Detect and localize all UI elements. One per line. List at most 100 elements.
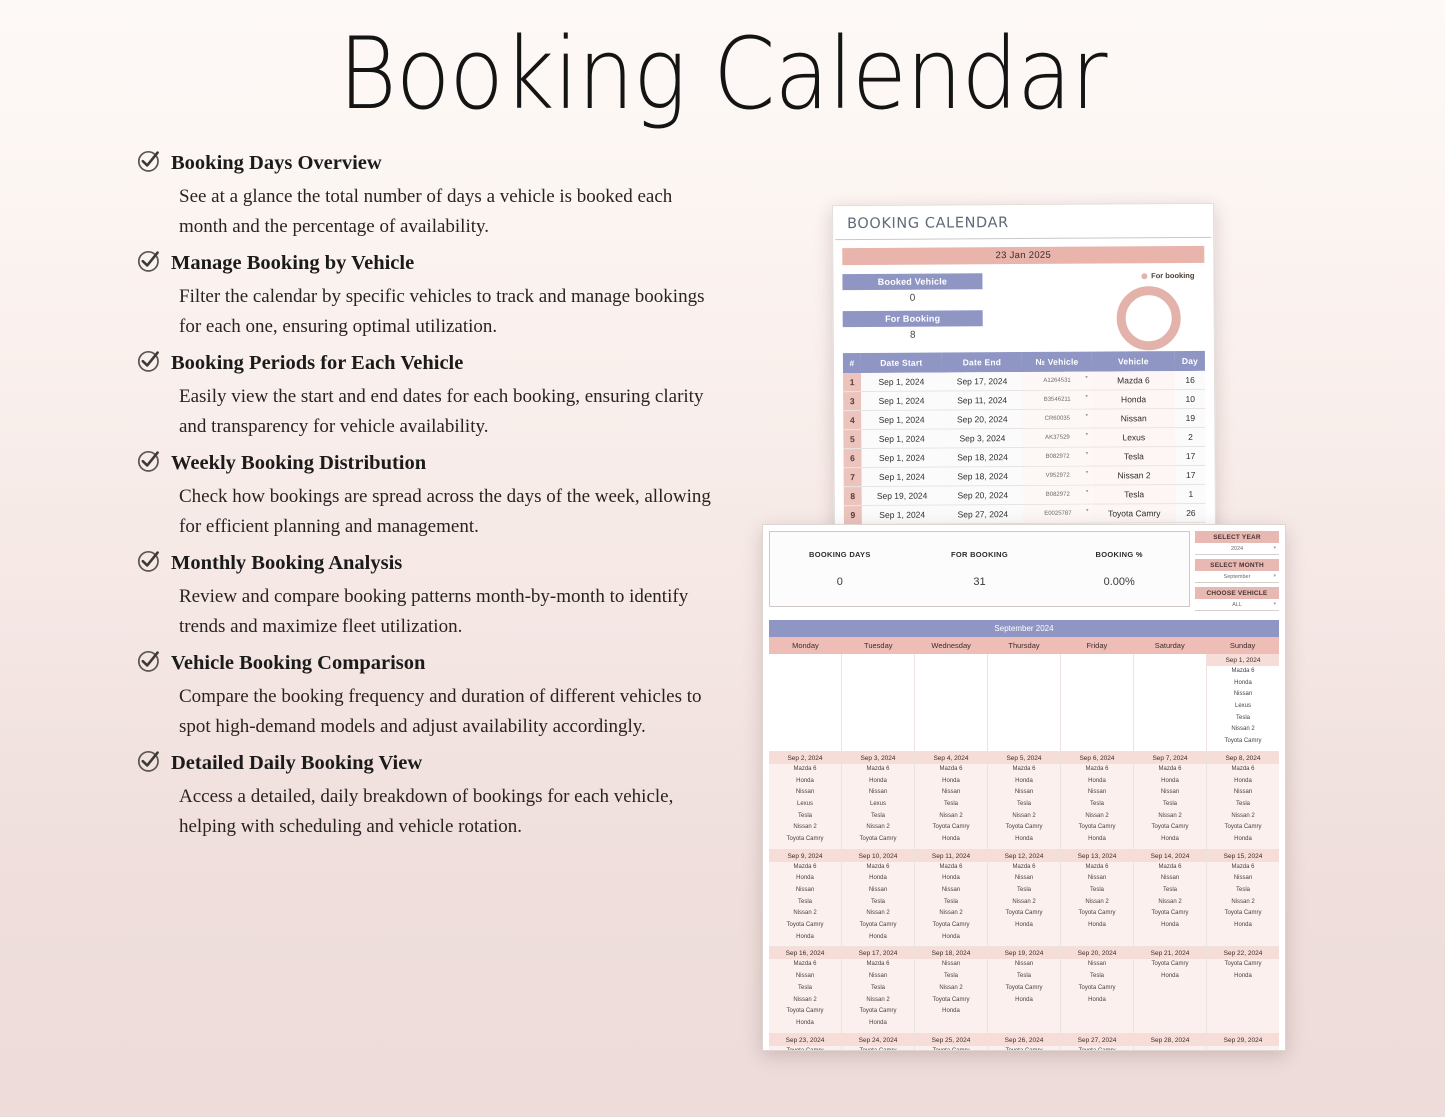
stat-value: 31	[973, 576, 986, 588]
calendar-day-vehicle: Tesla	[1235, 887, 1250, 893]
calendar-day-cell[interactable]: Sep 28, 2024	[1134, 1033, 1207, 1050]
calendar-day-cell[interactable]: Sep 13, 2024 Mazda 6 Nissan Tesla Nissan 2 To…	[1061, 849, 1134, 948]
calendar-day-cell[interactable]: Sep 29, 2024	[1207, 1033, 1279, 1050]
calendar-day-header: Saturday	[1154, 641, 1185, 650]
calendar-day-vehicle: Mazda 6	[939, 765, 963, 772]
calendar-day-date: Sep 16, 2024	[769, 947, 841, 960]
calendar-day-vehicle: Toyota Camry	[932, 824, 970, 831]
filter-label: SELECT YEAR	[1195, 531, 1279, 543]
table-cell[interactable]: A1264531	[1022, 371, 1092, 391]
table-cell[interactable]: B3546211	[1022, 390, 1092, 410]
calendar-day-cell[interactable]: Sep 15, 2024 Mazda 6 Nissan Tesla Nissan 2 To…	[1207, 849, 1279, 948]
calendar-day-cell[interactable]: Sep 16, 2024 Mazda 6 Nissan Tesla Nissan 2 To…	[769, 947, 842, 1034]
calendar-day-cell[interactable]: Sep 17, 2024 Mazda 6 Nissan Tesla Nissan 2 To…	[842, 947, 915, 1034]
calendar-day-cell[interactable]: Sep 2, 2024 Mazda 6 Honda Nissan Lexus Tesla N…	[769, 751, 842, 850]
kpi-booked-vehicle: Booked Vehicle 0	[842, 273, 983, 311]
calendar-day-cell[interactable]	[988, 654, 1061, 752]
calendar-day-vehicle: Nissan	[1087, 875, 1107, 882]
filter-dropdown[interactable]: September	[1195, 571, 1279, 583]
table-cell[interactable]: B082972	[1023, 485, 1093, 505]
feature-heading: Monthly Booking Analysis	[136, 550, 721, 576]
calendar-day-cell[interactable]: Sep 5, 2024 Mazda 6 Honda Nissan Tesla Nissan…	[988, 751, 1061, 850]
calendar-day-cell[interactable]: Sep 12, 2024 Mazda 6 Nissan Tesla Nissan 2 To…	[988, 849, 1061, 948]
bookings-table-header-row: # Date Start Date End № Vehicle Vehicle Day	[842, 350, 1206, 374]
calendar-day-cell[interactable]: Sep 24, 2024 Toyota Camry	[842, 1033, 915, 1050]
donut-legend-label: For booking	[1151, 270, 1195, 281]
calendar-day-date: Sep 22, 2024	[1207, 947, 1279, 960]
calendar-day-vehicle: Honda	[1161, 922, 1179, 929]
calendar-day-vehicle: Honda	[869, 875, 887, 882]
table-cell: 6	[843, 448, 862, 468]
calendar-day-vehicle: Toyota Camry	[859, 1008, 897, 1015]
calendar-day-cell[interactable]: Sep 18, 2024 Nissan Tesla Nissan 2 Toyota Ca…	[915, 947, 988, 1034]
calendar-day-cell[interactable]: Sep 10, 2024 Mazda 6 Honda Nissan Tesla Nissa…	[842, 849, 915, 948]
calendar-day-cell[interactable]: Sep 21, 2024 Toyota Camry Honda	[1134, 947, 1207, 1034]
table-cell[interactable]: AK37529	[1022, 428, 1093, 448]
calendar-day-cell[interactable]	[1061, 654, 1134, 752]
calendar-day-vehicle: Honda	[1161, 777, 1179, 784]
calendar-day-cell[interactable]: Sep 9, 2024 Mazda 6 Honda Nissan Tesla Nissan…	[769, 849, 842, 948]
filter-label: CHOOSE VEHICLE	[1195, 587, 1279, 599]
calendar-day-cell[interactable]: Sep 22, 2024 Toyota Camry Honda	[1207, 947, 1279, 1034]
calendar-day-vehicle: Toyota Camry	[1078, 1047, 1116, 1051]
filter-dropdown[interactable]: 2024	[1195, 543, 1279, 555]
calendar-day-cell[interactable]: Sep 6, 2024 Mazda 6 Honda Nissan Tesla Nissan…	[1061, 751, 1134, 850]
calendar-day-date: Sep 9, 2024	[769, 849, 841, 862]
calendar-day-cell[interactable]: Sep 7, 2024 Mazda 6 Honda Nissan Tesla Nissan…	[1134, 751, 1207, 850]
calendar-day-vehicle: Honda	[1234, 973, 1252, 980]
calendar-day-vehicle: Mazda 6	[1085, 863, 1109, 870]
calendar-day-cell[interactable]: Sep 25, 2024 Toyota Camry	[915, 1033, 988, 1050]
calendar-day-cell[interactable]: Sep 23, 2024 Toyota Camry	[769, 1033, 842, 1050]
calendar-day-cell[interactable]: Sep 26, 2024 Toyota Camry	[988, 1033, 1061, 1050]
table-cell: Sep 1, 2024	[861, 410, 943, 430]
calendar-day-vehicle: Mazda 6	[1012, 863, 1036, 870]
feature-item: Booking Periods for Each Vehicle Easily v…	[136, 350, 721, 442]
calendar-day-cell[interactable]	[842, 654, 915, 752]
calendar-day-vehicle: Nissan 2	[1231, 726, 1255, 733]
table-cell[interactable]: CR60035	[1022, 409, 1093, 429]
calendar-day-vehicle: Nissan	[941, 789, 961, 796]
calendar-day-cell[interactable]	[915, 654, 988, 752]
check-circle-icon	[136, 448, 162, 474]
calendar-day-cell[interactable]: Sep 20, 2024 Nissan Tesla Toyota Camry Honda	[1061, 947, 1134, 1034]
table-cell: 1	[1175, 484, 1206, 504]
calendar-day-vehicle: Lexus	[1234, 703, 1251, 710]
calendar-day-header: Thursday	[1008, 641, 1040, 650]
calendar-day-cell[interactable]: Sep 8, 2024 Mazda 6 Honda Nissan Tesla Nissan…	[1207, 751, 1279, 850]
calendar-day-cell[interactable]: Sep 3, 2024 Mazda 6 Honda Nissan Lexus Tesla N…	[842, 751, 915, 850]
calendar-day-cell[interactable]: Sep 1, 2024 Mazda 6 Honda Nissan Lexus Tesla N…	[1207, 654, 1279, 752]
calendar-week-row: Sep 1, 2024 Mazda 6 Honda Nissan Lexus Tesla N…	[769, 654, 1279, 752]
calendar-day-vehicle: Toyota Camry	[1224, 961, 1262, 968]
table-cell: Sep 11, 2024	[941, 390, 1023, 411]
calendar-day-vehicle: Nissan 2	[793, 996, 817, 1003]
calendar-day-cell[interactable]: Sep 11, 2024 Mazda 6 Honda Nissan Tesla Nissa…	[915, 849, 988, 948]
feature-title: Weekly Booking Distribution	[171, 452, 427, 475]
calendar-day-date: Sep 12, 2024	[988, 849, 1060, 862]
calendar-day-vehicle: Toyota Camry	[786, 1008, 824, 1015]
calendar-filter: SELECT MONTH September	[1195, 559, 1279, 583]
filter-dropdown[interactable]: ALL	[1195, 599, 1279, 611]
calendar-day-date: Sep 2, 2024	[769, 751, 841, 764]
calendar-day-date: Sep 6, 2024	[1061, 751, 1133, 764]
calendar-day-vehicle: Lexus	[796, 800, 813, 807]
calendar-day-date: Sep 25, 2024	[915, 1033, 987, 1046]
calendar-day-cell[interactable]: Sep 4, 2024 Mazda 6 Honda Nissan Tesla Nissan…	[915, 751, 988, 850]
feature-item: Vehicle Booking Comparison Compare the bo…	[136, 650, 721, 742]
calendar-day-vehicle: Honda	[1234, 922, 1252, 929]
calendar-day-cell[interactable]	[1134, 654, 1207, 752]
calendar-day-vehicle: Nissan	[868, 887, 888, 893]
table-cell: Sep 1, 2024	[861, 372, 942, 392]
calendar-day-vehicle: Honda	[1088, 777, 1106, 784]
calendar-day-vehicle: Honda	[942, 777, 960, 784]
calendar-top-row: BOOKING DAYS 0 FOR BOOKING 31 BOOKING % 0.00%…	[763, 525, 1285, 615]
table-cell[interactable]: V952972	[1022, 466, 1093, 486]
calendar-day-date: Sep 11, 2024	[915, 849, 987, 862]
calendar-day-cell[interactable]	[769, 654, 842, 752]
table-cell[interactable]: B082972	[1022, 447, 1093, 467]
calendar-day-cell[interactable]: Sep 27, 2024 Toyota Camry	[1061, 1033, 1134, 1051]
table-cell[interactable]: E0025787	[1023, 504, 1093, 524]
calendar-day-cell[interactable]: Sep 14, 2024 Mazda 6 Nissan Tesla Nissan 2 To…	[1134, 849, 1207, 948]
kpi-booked-label: Booked Vehicle	[842, 273, 983, 291]
calendar-day-cell[interactable]: Sep 19, 2024 Nissan Tesla Toyota Camry Honda	[988, 947, 1061, 1034]
